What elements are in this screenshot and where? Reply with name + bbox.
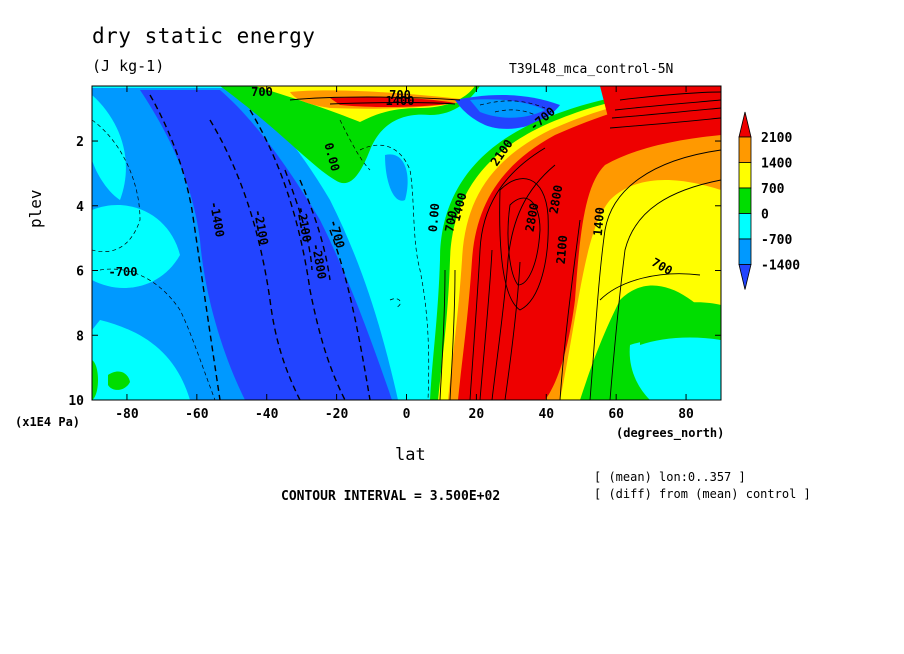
colorbar-swatch: [738, 238, 752, 265]
colorbar-bottom-arrow: [738, 264, 752, 290]
colorbar-label: 700: [761, 182, 785, 197]
note-diff-control: [ (diff) from (mean) control ]: [594, 487, 811, 501]
y-tick-label: 2: [76, 135, 84, 150]
chart-units: (J kg-1): [92, 57, 165, 75]
colorbar-swatch: [738, 213, 752, 240]
x-tick-label: 40: [538, 407, 554, 422]
contour-label: 1400: [386, 94, 415, 108]
band-pos-red: [458, 90, 721, 400]
x-tick-label: 20: [469, 407, 485, 422]
contour-label: 0.00: [426, 203, 442, 233]
y-tick-label: 10: [68, 394, 84, 409]
x-tick-label: -80: [115, 407, 139, 422]
contour-field: [92, 86, 721, 400]
colorbar-label: -1400: [761, 259, 800, 274]
x-tick-label: -20: [325, 407, 349, 422]
contour-label: 1400: [591, 207, 607, 237]
contour-label: 2800: [523, 202, 542, 233]
contour-label: -2800: [309, 242, 329, 280]
contour-label: 700: [389, 88, 411, 102]
chart-title: dry static energy: [92, 24, 316, 48]
band-upper-green: [220, 86, 480, 184]
contour-label: -2100: [251, 208, 271, 246]
colorbar-label: 2100: [761, 131, 792, 146]
colorbar-label: 1400: [761, 157, 792, 172]
note-mean-lon: [ (mean) lon:0..357 ]: [594, 470, 746, 484]
axis-ticks: -80 -60 -40 -20 0 20 40 60 80 2 4 6 8 10: [68, 86, 721, 422]
y-tick-label: 4: [76, 200, 84, 215]
x-axis-units: (degrees_north): [616, 426, 725, 440]
colorbar-label: 0: [761, 208, 769, 223]
x-tick-label: 60: [608, 407, 624, 422]
x-tick-label: -60: [185, 407, 209, 422]
colorbar-swatch: [738, 136, 752, 163]
y-tick-label: 6: [76, 265, 84, 280]
colorbar-swatch: [738, 187, 752, 214]
x-tick-label: -40: [255, 407, 279, 422]
colorbar-swatch: [738, 162, 752, 189]
contour-label: -1400: [207, 200, 227, 238]
colorbar-label: -700: [761, 233, 792, 248]
colorbar-top-arrow: [738, 111, 752, 138]
contour-label: -700: [109, 265, 138, 279]
contour-interval: CONTOUR INTERVAL = 3.500E+02: [281, 489, 501, 504]
contour-label: 700: [442, 209, 460, 233]
run-name: T39L48_mca_control-5N: [509, 62, 674, 77]
colorbar: 2100 1400 700 0 -700 -1400: [738, 111, 800, 290]
band-neg-strong: [140, 90, 392, 400]
x-axis-label: lat: [395, 445, 426, 465]
contour-label: 700: [251, 85, 273, 99]
x-tick-label: 80: [678, 407, 694, 422]
contour-label: 2100: [554, 235, 570, 265]
y-tick-label: 8: [76, 329, 84, 344]
contour-label: -2100: [294, 205, 314, 243]
y-axis-units: (x1E4 Pa): [15, 415, 81, 429]
x-tick-label: 0: [403, 407, 411, 422]
contour-label: 2800: [547, 184, 566, 215]
